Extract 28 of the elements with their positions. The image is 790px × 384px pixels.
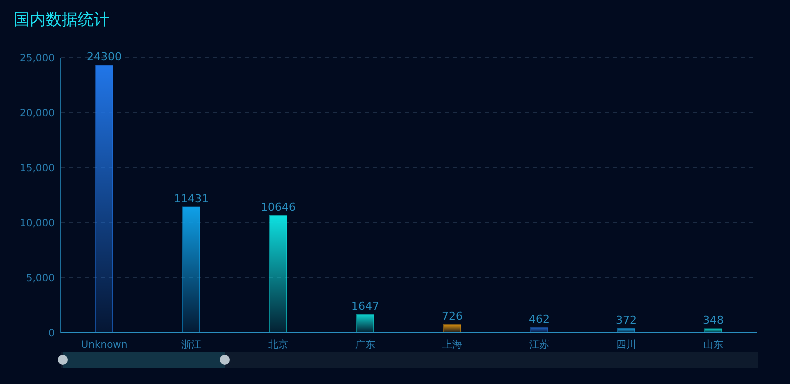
x-tick-label: 山东: [704, 339, 724, 351]
x-tick-label: 四川: [616, 339, 636, 351]
bar: [270, 215, 288, 334]
bar: [96, 65, 114, 334]
x-tick-label: 江苏: [530, 339, 550, 351]
y-tick-label: 10,000: [20, 218, 55, 230]
data-label: 726: [442, 310, 463, 324]
x-tick-label: 上海: [442, 339, 462, 351]
data-label: 10646: [261, 200, 296, 214]
data-label: 462: [529, 312, 550, 326]
x-tick-label: 浙江: [182, 339, 202, 351]
x-tick-label: Unknown: [81, 340, 128, 351]
y-tick-label: 25,000: [20, 54, 55, 64]
y-tick-label: 0: [48, 328, 55, 340]
data-label: 348: [703, 314, 724, 328]
bar: [356, 314, 374, 334]
x-tick-label: 北京: [268, 339, 288, 351]
y-tick-label: 5,000: [26, 274, 55, 284]
data-label: 372: [616, 314, 637, 327]
chart-title: 国内数据统计: [14, 10, 110, 29]
x-tick-label: 广东: [356, 339, 376, 351]
bar: [182, 206, 200, 334]
data-label: 11431: [174, 192, 209, 206]
data-label: 1647: [352, 300, 380, 313]
y-tick-label: 20,000: [20, 108, 55, 120]
bar: [444, 324, 462, 334]
y-tick-label: 15,000: [20, 164, 55, 174]
data-label: 24300: [87, 50, 122, 64]
